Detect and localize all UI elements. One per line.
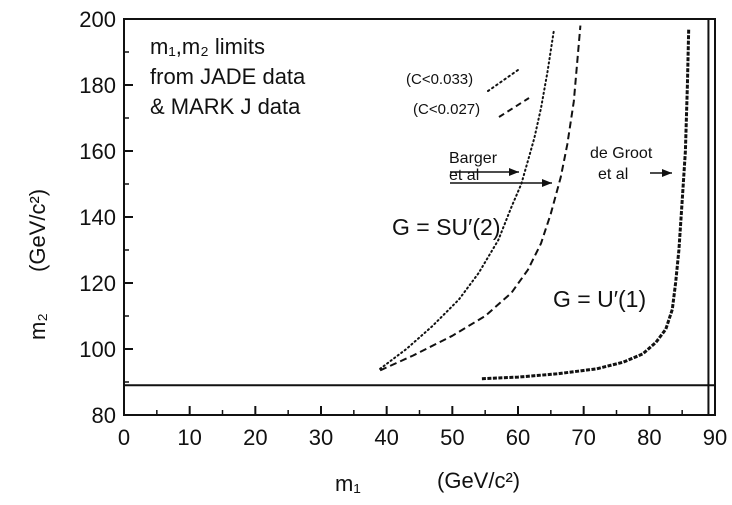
x-tick-label: 0 bbox=[118, 425, 130, 450]
x-tick-label: 40 bbox=[374, 425, 398, 450]
legend-markj: & MARK J data bbox=[150, 94, 301, 119]
barger-arrow-upper-head bbox=[509, 168, 519, 176]
y-tick-label: 80 bbox=[92, 403, 116, 428]
x-axis-label: m₁ bbox=[335, 471, 361, 496]
legend-markj-cond: (C<0.027) bbox=[413, 101, 480, 118]
x-tick-label: 60 bbox=[506, 425, 530, 450]
y-axis-title: m₂ (GeV/c²) bbox=[25, 189, 50, 340]
legend-dashed-sample bbox=[499, 98, 529, 117]
barger-label: Barger bbox=[449, 150, 498, 167]
y-axis-label: m₂ bbox=[25, 313, 50, 340]
legend-dotted-sample bbox=[488, 70, 518, 91]
y-tick-label: 180 bbox=[79, 73, 116, 98]
degroot-etal: et al bbox=[598, 166, 628, 183]
x-axis-title: m₁ (GeV/c²) bbox=[335, 468, 520, 496]
x-tick-label: 30 bbox=[309, 425, 333, 450]
legend-jade-cond: (C<0.033) bbox=[406, 71, 473, 88]
su2-label: G = SU′(2) bbox=[392, 214, 500, 240]
y-axis-unit: (GeV/c²) bbox=[25, 189, 50, 272]
y-tick-label: 200 bbox=[79, 7, 116, 32]
x-tick-label: 10 bbox=[177, 425, 201, 450]
y-tick-label: 160 bbox=[79, 139, 116, 164]
y-tick-label: 100 bbox=[79, 337, 116, 362]
degroot-label: de Groot bbox=[590, 145, 653, 162]
x-tick-label: 70 bbox=[571, 425, 595, 450]
barger-arrow-lower-head bbox=[542, 179, 552, 187]
x-tick-label: 50 bbox=[440, 425, 464, 450]
barger-etal: et al bbox=[449, 167, 479, 184]
x-tick-label: 90 bbox=[703, 425, 727, 450]
legend-title: m₁,m₂ limits bbox=[150, 34, 265, 59]
y-tick-label: 120 bbox=[79, 271, 116, 296]
x-tick-label: 80 bbox=[637, 425, 661, 450]
y-tick-label: 140 bbox=[79, 205, 116, 230]
x-tick-label: 20 bbox=[243, 425, 267, 450]
x-axis-unit: (GeV/c²) bbox=[437, 468, 520, 493]
degroot-arrow-head bbox=[662, 169, 672, 177]
u1-label: G = U′(1) bbox=[553, 286, 646, 312]
legend-jade: from JADE data bbox=[150, 64, 306, 89]
